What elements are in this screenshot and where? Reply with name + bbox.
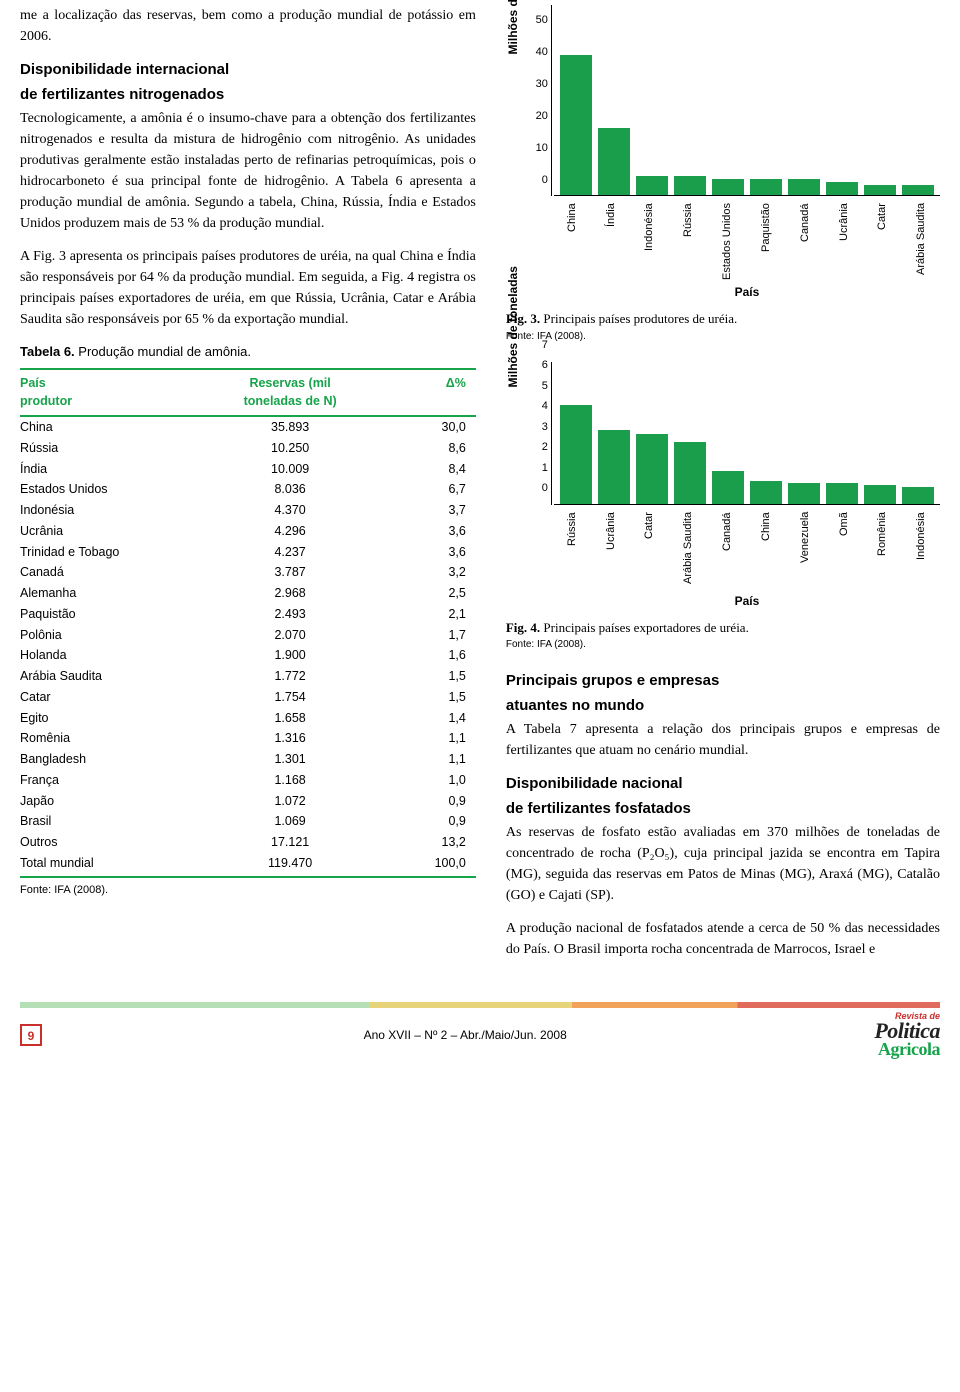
table-row: Romênia1.3161,1 (20, 728, 476, 749)
table-row: Alemanha2.9682,5 (20, 583, 476, 604)
paragraph: A Fig. 3 apresenta os principais países … (20, 246, 476, 330)
table-row: Indonésia4.3703,7 (20, 500, 476, 521)
table-row: França1.1681,0 (20, 770, 476, 791)
table-row: Índia10.0098,4 (20, 459, 476, 480)
footer-issue: Ano XVII – Nº 2 – Abr./Maio/Jun. 2008 (56, 1026, 874, 1044)
table-header: Paísprodutor (20, 369, 199, 417)
paragraph: As reservas de fosfato estão avaliadas e… (506, 822, 940, 906)
section-heading: de fertilizantes nitrogenados (20, 84, 476, 107)
table-row: Catar1.7541,5 (20, 687, 476, 708)
paragraph: me a localização das reservas, bem como … (20, 5, 476, 47)
page-footer: 9 Ano XVII – Nº 2 – Abr./Maio/Jun. 2008 … (20, 1002, 940, 1069)
paragraph: Tecnologicamente, a amônia é o insumo-ch… (20, 108, 476, 234)
table-row: Outros17.12113,2 (20, 832, 476, 853)
table-row: Trinidad e Tobago4.2373,6 (20, 542, 476, 563)
section-heading: Principais grupos e empresas (506, 670, 940, 693)
fig-3-caption: Fig. 3. Principais países produtores de … (506, 309, 940, 329)
table-row: Holanda1.9001,6 (20, 645, 476, 666)
table-row: Total mundial119.470100,0 (20, 853, 476, 877)
table-row: Japão1.0720,9 (20, 791, 476, 812)
table-row: Ucrânia4.2963,6 (20, 521, 476, 542)
table-row: Arábia Saudita1.7721,5 (20, 666, 476, 687)
table-6: Paísprodutor Reservas (miltoneladas de N… (20, 368, 476, 878)
fig-4-chart: Milhões de toneladas01234567RússiaUcrâni… (506, 362, 940, 610)
section-heading: Disponibilidade internacional (20, 59, 476, 82)
paragraph: A Tabela 7 apresenta a relação dos princ… (506, 719, 940, 761)
section-heading: de fertilizantes fosfatados (506, 798, 940, 821)
table-row: Polônia2.0701,7 (20, 625, 476, 646)
fig-4-caption: Fig. 4. Principais países exportadores d… (506, 618, 940, 638)
table-row: Egito1.6581,4 (20, 708, 476, 729)
fig-3-chart: Milhões de toneladas0102030405060ChinaÍn… (506, 5, 940, 301)
table-row: Rússia10.2508,6 (20, 438, 476, 459)
section-heading: Disponibilidade nacional (506, 773, 940, 796)
paragraph: A produção nacional de fosfatados atende… (506, 918, 940, 960)
table-row: Paquistão2.4932,1 (20, 604, 476, 625)
fig-4-source: Fonte: IFA (2008). (506, 637, 940, 652)
table-row: Estados Unidos8.0366,7 (20, 479, 476, 500)
table-header: Reservas (miltoneladas de N) (199, 369, 402, 417)
table-header: Δ% (402, 369, 476, 417)
table-row: Brasil1.0690,9 (20, 811, 476, 832)
table-title: Tabela 6. Produção mundial de amônia. (20, 342, 476, 362)
table-row: Canadá3.7873,2 (20, 562, 476, 583)
table-row: China35.89330,0 (20, 416, 476, 438)
page-number: 9 (20, 1024, 42, 1046)
table-row: Bangladesh1.3011,1 (20, 749, 476, 770)
journal-logo: Revista de Politica Agricola (874, 1012, 940, 1059)
table-footnote: Fonte: IFA (2008). (20, 882, 476, 899)
fig-3-source: Fonte: IFA (2008). (506, 329, 940, 344)
section-heading: atuantes no mundo (506, 695, 940, 718)
